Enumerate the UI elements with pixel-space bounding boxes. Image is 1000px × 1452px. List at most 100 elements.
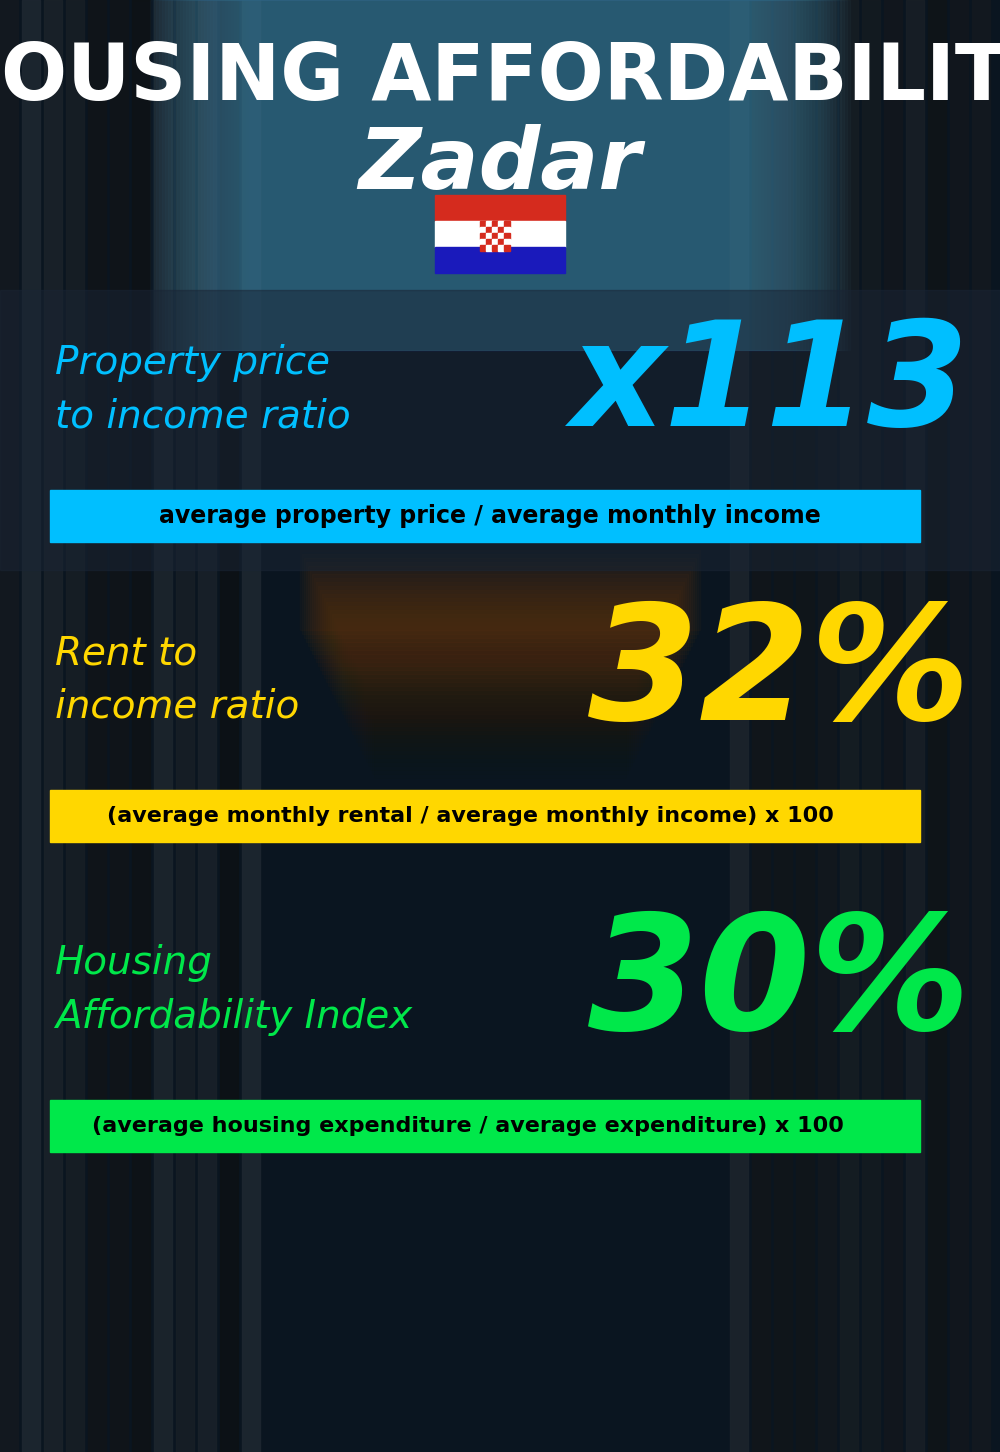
Bar [315, 0, 685, 350]
Bar [273, 0, 727, 350]
Bar [310, 571, 690, 650]
Bar [324, 0, 676, 350]
Bar [22, 0, 40, 1452]
Bar [378, 706, 622, 786]
Bar [906, 0, 924, 1452]
Bar [330, 610, 670, 690]
Bar [207, 0, 793, 350]
Bar [228, 0, 772, 350]
Bar [300, 0, 700, 350]
Bar [270, 0, 730, 350]
Bar [486, 240, 492, 245]
Bar [338, 626, 662, 706]
Bar [435, 247, 565, 273]
Bar [150, 0, 850, 350]
Bar [324, 598, 676, 678]
Bar [168, 0, 832, 350]
Bar [159, 0, 841, 350]
Bar [285, 0, 715, 350]
Bar [180, 0, 820, 350]
Bar [480, 227, 486, 232]
Bar [498, 240, 504, 245]
Text: average property price / average monthly income: average property price / average monthly… [159, 504, 821, 529]
Bar [504, 221, 510, 227]
Bar [370, 690, 630, 770]
Bar [210, 0, 790, 350]
Bar [362, 674, 638, 754]
Bar [342, 635, 658, 714]
Bar [862, 0, 880, 1452]
Bar [294, 0, 706, 350]
Bar [336, 621, 664, 701]
Bar [220, 0, 238, 1452]
Bar [297, 0, 703, 350]
Bar [162, 0, 838, 350]
Bar [264, 0, 736, 350]
Bar [276, 0, 724, 350]
Bar [309, 0, 691, 350]
Bar [252, 0, 748, 350]
Bar [492, 232, 498, 240]
Bar [321, 0, 679, 350]
Bar [492, 221, 498, 227]
Bar [66, 0, 84, 1452]
Bar [492, 240, 498, 245]
Bar [366, 682, 634, 762]
Bar [176, 0, 194, 1452]
Bar [243, 0, 757, 350]
Bar [183, 0, 817, 350]
Bar [44, 0, 62, 1452]
Bar [156, 0, 844, 350]
Bar [328, 605, 672, 685]
Bar [303, 0, 697, 350]
Bar [348, 646, 652, 726]
Bar [110, 0, 128, 1452]
Bar [346, 642, 654, 722]
Bar [201, 0, 799, 350]
Bar [300, 550, 700, 630]
Bar [486, 245, 492, 251]
Bar [0, 0, 18, 1452]
Text: (average housing expenditure / average expenditure) x 100: (average housing expenditure / average e… [92, 1117, 844, 1135]
Bar [480, 240, 486, 245]
Bar [504, 232, 510, 240]
Bar [360, 669, 640, 751]
Bar [234, 0, 766, 350]
Bar [352, 653, 648, 735]
Bar [435, 195, 565, 221]
Bar [50, 790, 920, 842]
Bar [326, 603, 674, 682]
Bar [928, 0, 946, 1452]
Bar [818, 0, 836, 1452]
Bar [774, 0, 792, 1452]
Bar [312, 574, 688, 653]
Bar [492, 245, 498, 251]
Bar [376, 701, 624, 783]
Bar [498, 232, 504, 240]
Bar [332, 614, 668, 694]
Bar [316, 582, 684, 662]
Bar [237, 0, 763, 350]
Bar [314, 578, 686, 658]
Bar [752, 0, 770, 1452]
Bar [340, 630, 660, 710]
Bar [204, 0, 796, 350]
Bar [950, 0, 968, 1452]
Bar [358, 666, 642, 746]
Bar [334, 619, 666, 698]
Bar [198, 0, 802, 350]
Bar [498, 227, 504, 232]
Text: Property price
to income ratio: Property price to income ratio [55, 344, 351, 436]
Bar [730, 0, 748, 1452]
Bar [356, 662, 644, 742]
Bar [350, 650, 650, 730]
Bar [304, 558, 696, 637]
Bar [231, 0, 769, 350]
Bar [318, 587, 682, 666]
Bar [246, 0, 754, 350]
Text: x113: x113 [571, 315, 970, 456]
Bar [972, 0, 990, 1452]
Bar [504, 240, 510, 245]
Bar [308, 566, 692, 646]
Text: HOUSING AFFORDABILITY: HOUSING AFFORDABILITY [0, 41, 1000, 116]
